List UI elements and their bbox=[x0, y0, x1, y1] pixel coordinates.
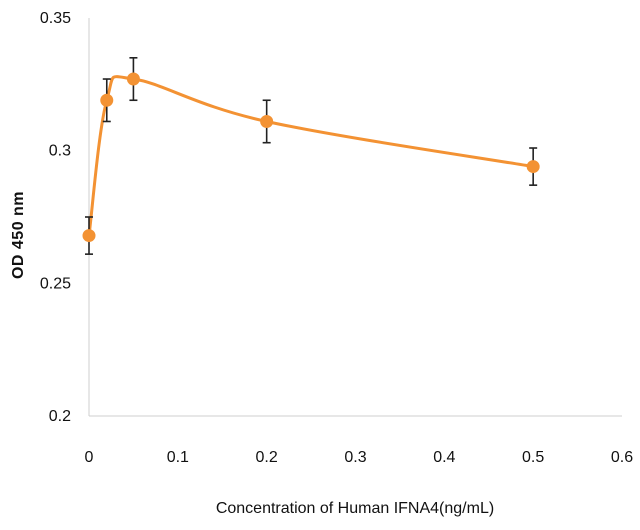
x-tick-label: 0.4 bbox=[433, 449, 455, 466]
y-tick-label: 0.2 bbox=[49, 408, 71, 425]
y-axis-title: OD 450 nm bbox=[10, 191, 27, 279]
data-point bbox=[82, 229, 96, 243]
ticks-layer: 0.2 0.25 0.3 0.35 0 0.1 0.2 0.3 0.4 0.5 0.6 bbox=[40, 10, 633, 466]
x-tick-label: 0.5 bbox=[522, 449, 544, 466]
x-tick-label: 0.2 bbox=[256, 449, 278, 466]
axes-layer bbox=[88, 18, 622, 417]
x-tick-label: 0.3 bbox=[344, 449, 366, 466]
data-point bbox=[100, 93, 114, 107]
y-tick-label: 0.3 bbox=[49, 143, 71, 160]
series-layer bbox=[82, 56, 540, 255]
x-tick-label: 0.6 bbox=[611, 449, 633, 466]
x-tick-label: 0.1 bbox=[167, 449, 189, 466]
y-tick-label: 0.35 bbox=[40, 10, 71, 27]
x-axis-title: Concentration of Human IFNA4(ng/mL) bbox=[216, 500, 494, 517]
x-tick-label: 0 bbox=[85, 449, 94, 466]
y-tick-label: 0.25 bbox=[40, 275, 71, 292]
series-line bbox=[87, 75, 535, 238]
data-point bbox=[260, 114, 274, 128]
data-point bbox=[126, 72, 140, 86]
data-point bbox=[526, 160, 540, 174]
